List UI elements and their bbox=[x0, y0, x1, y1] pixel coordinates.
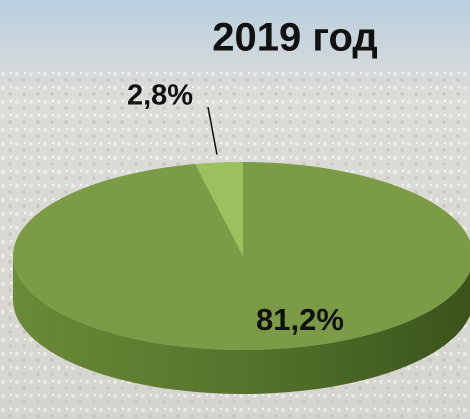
data-label: 2,8% bbox=[127, 80, 193, 112]
chart: 2019 год 2,8% 81,2% bbox=[0, 0, 470, 419]
chart-title: 2019 год bbox=[212, 16, 378, 60]
data-label: 81,2% bbox=[256, 302, 344, 337]
